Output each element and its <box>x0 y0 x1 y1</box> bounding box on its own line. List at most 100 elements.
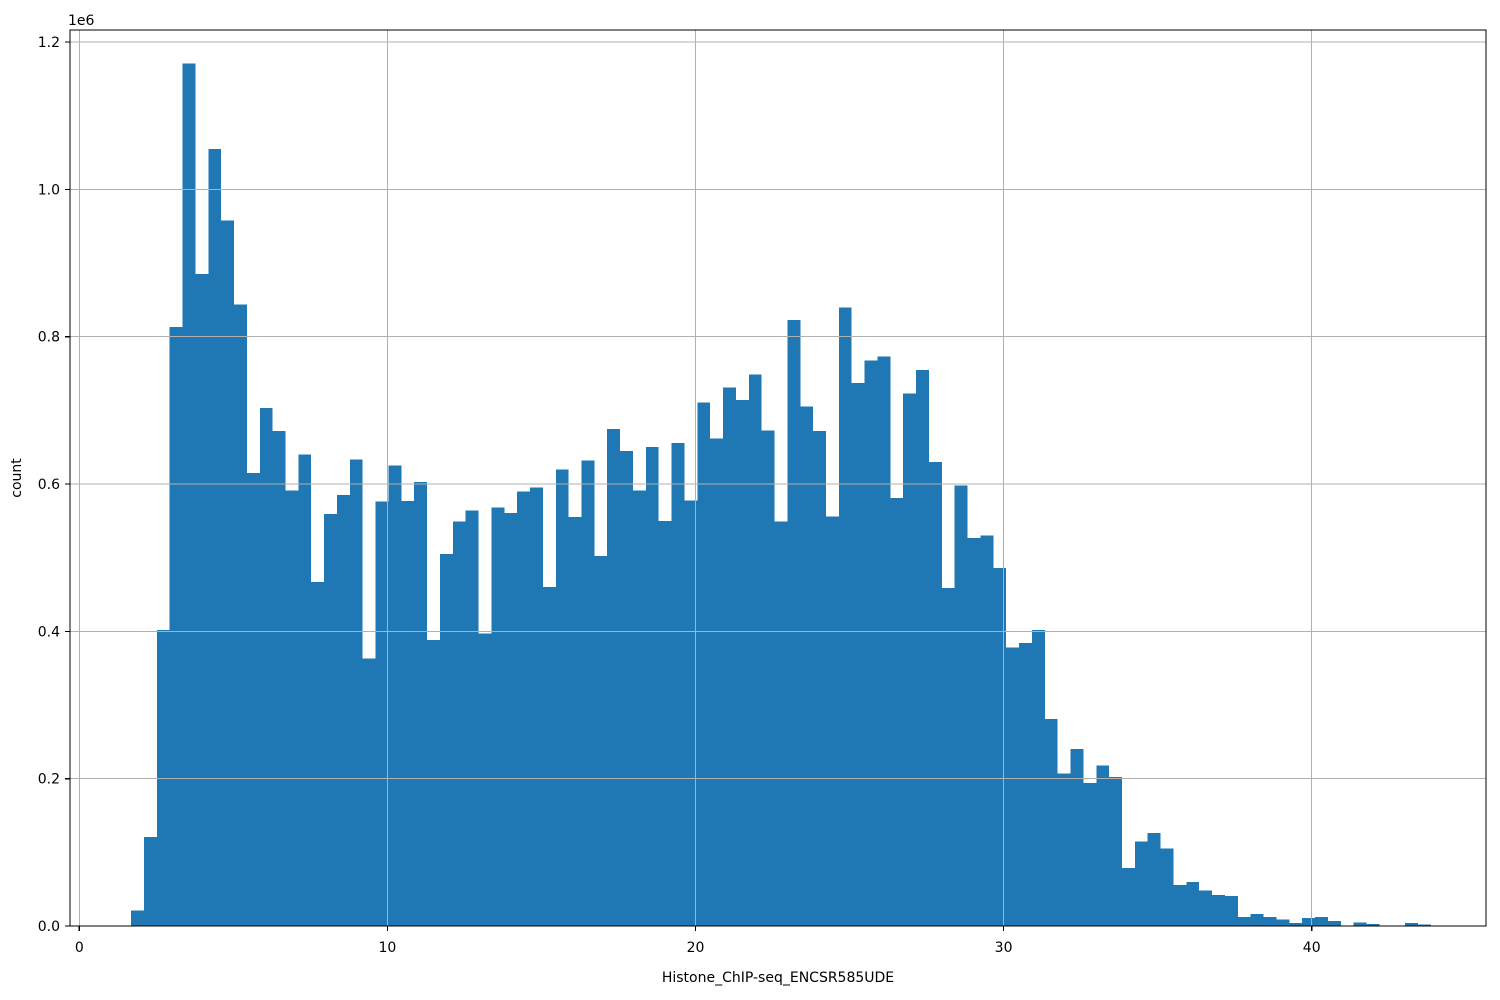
histogram-bar <box>903 393 917 926</box>
histogram-bar <box>954 485 968 926</box>
histogram-bar <box>491 507 505 926</box>
histogram-bar <box>838 307 852 926</box>
histogram-bar <box>1083 783 1097 926</box>
histogram-bar <box>568 517 582 926</box>
histogram-bar <box>131 910 144 926</box>
y-tick-label: 1.2 <box>38 35 60 51</box>
y-tick-label: 0.2 <box>38 772 60 788</box>
histogram-bar <box>1031 629 1045 926</box>
histogram-bar <box>285 490 299 926</box>
histogram-bar <box>234 304 247 926</box>
histogram-bar <box>375 501 389 926</box>
histogram-bar <box>1160 848 1174 926</box>
y-tick-label: 1.0 <box>38 182 60 198</box>
histogram-bar <box>748 374 762 926</box>
histogram-bar <box>697 402 711 926</box>
histogram-bar <box>1353 922 1367 926</box>
histogram-bar <box>143 836 157 926</box>
x-tick-label: 0 <box>75 940 84 956</box>
y-axis-offset-label: 1e6 <box>68 13 95 29</box>
histogram-bar <box>1096 765 1110 926</box>
histogram-bar <box>1302 917 1316 926</box>
histogram-bar <box>928 461 942 926</box>
histogram-bar <box>1212 895 1225 926</box>
histogram-bar <box>246 472 260 926</box>
histogram-bar <box>1237 917 1251 926</box>
histogram-bar <box>1006 647 1020 926</box>
histogram-bar <box>761 430 775 926</box>
histogram-bar <box>787 319 801 926</box>
histogram-bar <box>594 556 608 926</box>
histogram-bar <box>504 512 518 926</box>
histogram-bar <box>195 274 209 926</box>
histogram-bar <box>1276 919 1290 926</box>
histogram-bar <box>1315 917 1328 926</box>
histogram-bar <box>1186 881 1200 926</box>
histogram-bar <box>967 537 981 926</box>
histogram-bar <box>1019 643 1032 926</box>
histogram-bar <box>645 447 659 926</box>
histogram-bar <box>890 498 904 926</box>
x-tick-label: 20 <box>687 940 705 956</box>
histogram-bar <box>826 516 839 926</box>
histogram-bar <box>401 500 415 926</box>
histogram-bar <box>1405 923 1418 926</box>
y-tick-label: 0.0 <box>38 919 60 935</box>
histogram-bar <box>311 582 325 926</box>
histogram-bar <box>1263 917 1277 926</box>
histogram-bar <box>1122 867 1135 926</box>
histogram-bar <box>1109 777 1122 926</box>
histogram-bar <box>1044 719 1058 926</box>
histogram-bar <box>684 500 698 926</box>
histogram-bar <box>1327 920 1341 926</box>
histogram-bar <box>169 327 183 926</box>
x-tick-label: 10 <box>378 940 396 956</box>
histogram-bar <box>298 454 312 926</box>
histogram-bar <box>1147 833 1161 926</box>
histogram-bar <box>362 658 376 926</box>
x-tick-label: 40 <box>1303 940 1321 956</box>
histogram-bar <box>1366 923 1380 926</box>
histogram-bar <box>259 408 273 926</box>
grid-layer <box>70 30 1486 927</box>
histogram-bar <box>735 400 749 926</box>
x-axis-label: Histone_ChIP-seq_ENCSR585UDE <box>662 970 894 986</box>
tick-layer: 0 10 20 30 40 0.0 0.2 0.4 0.6 0.8 1.0 1.2 <box>38 35 1321 956</box>
histogram-bar <box>993 568 1007 926</box>
spine-layer <box>69 29 1487 927</box>
histogram-bar <box>671 442 685 926</box>
histogram-bar <box>208 148 222 926</box>
histogram-bar <box>272 431 286 926</box>
histogram-bar <box>452 521 466 926</box>
histogram-bar <box>336 495 350 926</box>
histogram-bar <box>439 554 453 926</box>
histogram-bar <box>581 460 595 926</box>
histogram-bar <box>620 450 633 926</box>
histogram-bar <box>555 469 569 926</box>
histogram-bar <box>156 629 170 926</box>
histogram-bar <box>1173 884 1187 926</box>
histogram-bar <box>517 491 531 926</box>
histogram-bar <box>182 63 196 926</box>
y-tick-label: 0.6 <box>38 477 60 493</box>
histogram-bar <box>877 356 891 926</box>
x-tick-label: 30 <box>995 940 1013 956</box>
histogram-bar <box>427 640 440 926</box>
bars-layer <box>131 63 1431 927</box>
histogram-bar <box>658 520 672 926</box>
histogram-bar <box>710 438 724 926</box>
y-tick-label: 0.8 <box>38 330 60 346</box>
histogram-bar <box>1417 924 1431 926</box>
histogram-bar <box>388 465 402 927</box>
histogram-bar <box>1134 841 1148 926</box>
histogram-bar <box>916 369 929 926</box>
histogram-bar <box>774 521 788 926</box>
histogram-bar <box>1250 914 1264 926</box>
histogram-bar <box>607 428 621 926</box>
histogram-bar <box>465 510 479 926</box>
histogram-bar <box>414 481 428 926</box>
histogram-bar <box>851 383 865 926</box>
histogram-bar <box>324 514 337 926</box>
histogram-bar <box>1070 749 1084 926</box>
